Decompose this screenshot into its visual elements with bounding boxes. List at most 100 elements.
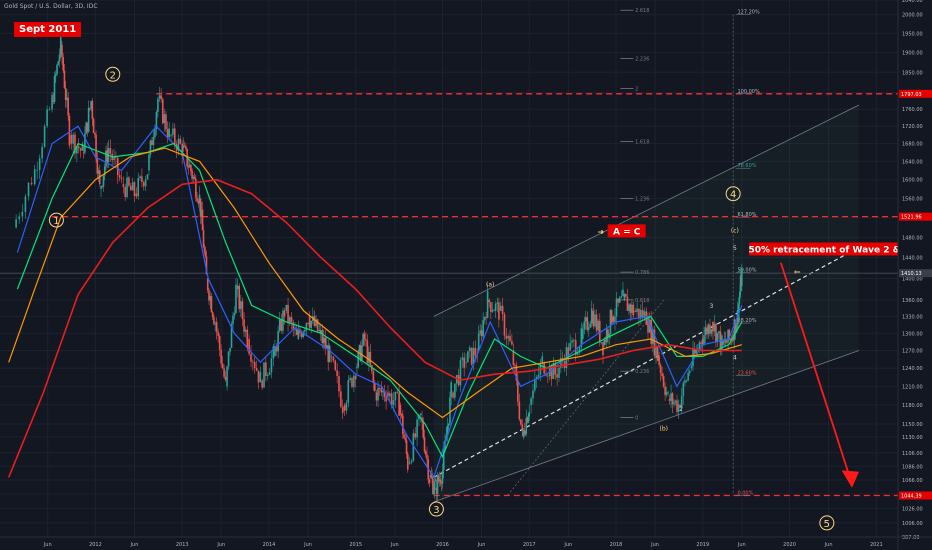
candle-body	[202, 230, 205, 248]
candle-body	[43, 126, 46, 147]
candle-body	[354, 375, 357, 380]
candle-body	[491, 310, 494, 312]
candle-body	[102, 175, 105, 187]
candle-body	[477, 333, 480, 351]
candle-body	[181, 143, 184, 157]
candle-body	[209, 296, 212, 301]
candle-body	[569, 342, 571, 351]
candle-body	[682, 382, 685, 396]
candle-body	[505, 335, 508, 339]
candle-body	[341, 406, 344, 414]
channel-fill	[433, 105, 859, 502]
candle-body	[424, 451, 427, 455]
time-tick-label: Jun	[650, 542, 659, 548]
candle-body	[661, 373, 663, 377]
candle-body	[701, 338, 704, 346]
candle-body	[597, 320, 599, 331]
time-tick-label: 2020	[783, 542, 796, 548]
candle-body	[679, 404, 681, 408]
candle-body	[511, 341, 513, 345]
wave-circle	[819, 515, 835, 531]
time-tick-label: 2021	[870, 542, 883, 548]
price-tag	[899, 269, 932, 278]
candle-body	[152, 136, 155, 146]
candle-body	[161, 99, 164, 124]
candle-body	[90, 101, 92, 109]
candle-body	[96, 158, 99, 174]
candle-body	[338, 376, 340, 392]
candle-body	[252, 361, 254, 363]
candle-body	[236, 285, 239, 290]
candle-body	[163, 114, 166, 124]
candle-body	[272, 346, 275, 359]
candle-body	[594, 314, 596, 327]
candle-body	[429, 475, 432, 478]
candle-body	[95, 134, 97, 159]
candle-body	[91, 100, 94, 119]
candle-body	[403, 434, 405, 439]
candle-body	[41, 146, 43, 159]
candle-body	[297, 329, 300, 339]
candle-body	[709, 324, 711, 334]
candle-body	[479, 330, 481, 334]
candle-body	[422, 421, 425, 438]
candle-body	[638, 308, 640, 319]
candle-body	[704, 327, 707, 336]
candle-body	[668, 398, 671, 401]
wave-label: 5	[824, 519, 830, 530]
annotation-text: 50% retracement of Wave 2 & 3	[748, 245, 909, 255]
candle-body	[614, 316, 616, 322]
candle-body	[550, 365, 553, 379]
candle-body	[509, 336, 511, 342]
candle-body	[604, 340, 607, 343]
price-tick-label: 1850.00	[902, 70, 923, 76]
candle-body	[168, 128, 170, 138]
fib-ext-label: 2.618	[635, 8, 649, 14]
fib-ret-label: 127.20%	[737, 10, 759, 16]
candle-body	[349, 377, 351, 381]
candle-body	[673, 402, 675, 405]
price-tick-label: 1106.00	[902, 451, 923, 457]
candle-body	[70, 134, 73, 144]
candle-body	[676, 400, 678, 412]
candle-body	[141, 176, 143, 183]
candle-body	[315, 319, 317, 326]
candle-body	[518, 401, 521, 420]
candle-body	[641, 309, 644, 318]
candle-body	[77, 146, 80, 149]
price-tag	[899, 212, 932, 221]
candle-body	[232, 315, 234, 325]
candle-body	[287, 304, 289, 323]
candle-body	[64, 87, 67, 101]
candle-body	[706, 327, 708, 335]
candle-body	[328, 345, 331, 363]
candle-body	[259, 372, 262, 383]
candle-body	[248, 338, 250, 354]
candle-body	[441, 470, 444, 484]
candle-body	[465, 362, 467, 364]
candle-body	[115, 157, 117, 158]
fib-ext-label: 1.618	[635, 139, 649, 145]
candle-body	[257, 370, 260, 383]
candle-body	[378, 387, 381, 389]
candle-body	[233, 313, 236, 316]
fib-ret-label: 23.60%	[737, 370, 756, 376]
candle-body	[735, 325, 738, 333]
time-tick-label: Jun	[563, 542, 572, 548]
candle-body	[59, 34, 62, 55]
candle-body	[165, 114, 167, 130]
candle-body	[359, 345, 362, 362]
candle-body	[431, 477, 433, 479]
candle-body	[201, 209, 204, 231]
candle-body	[303, 330, 306, 332]
candle-body	[684, 380, 686, 383]
candle-body	[85, 122, 87, 134]
candle-body	[580, 328, 583, 347]
candle-body	[525, 417, 528, 434]
candle-body	[394, 391, 397, 401]
candle-body	[46, 109, 48, 127]
candle-body	[590, 308, 593, 324]
candle-body	[405, 440, 408, 454]
